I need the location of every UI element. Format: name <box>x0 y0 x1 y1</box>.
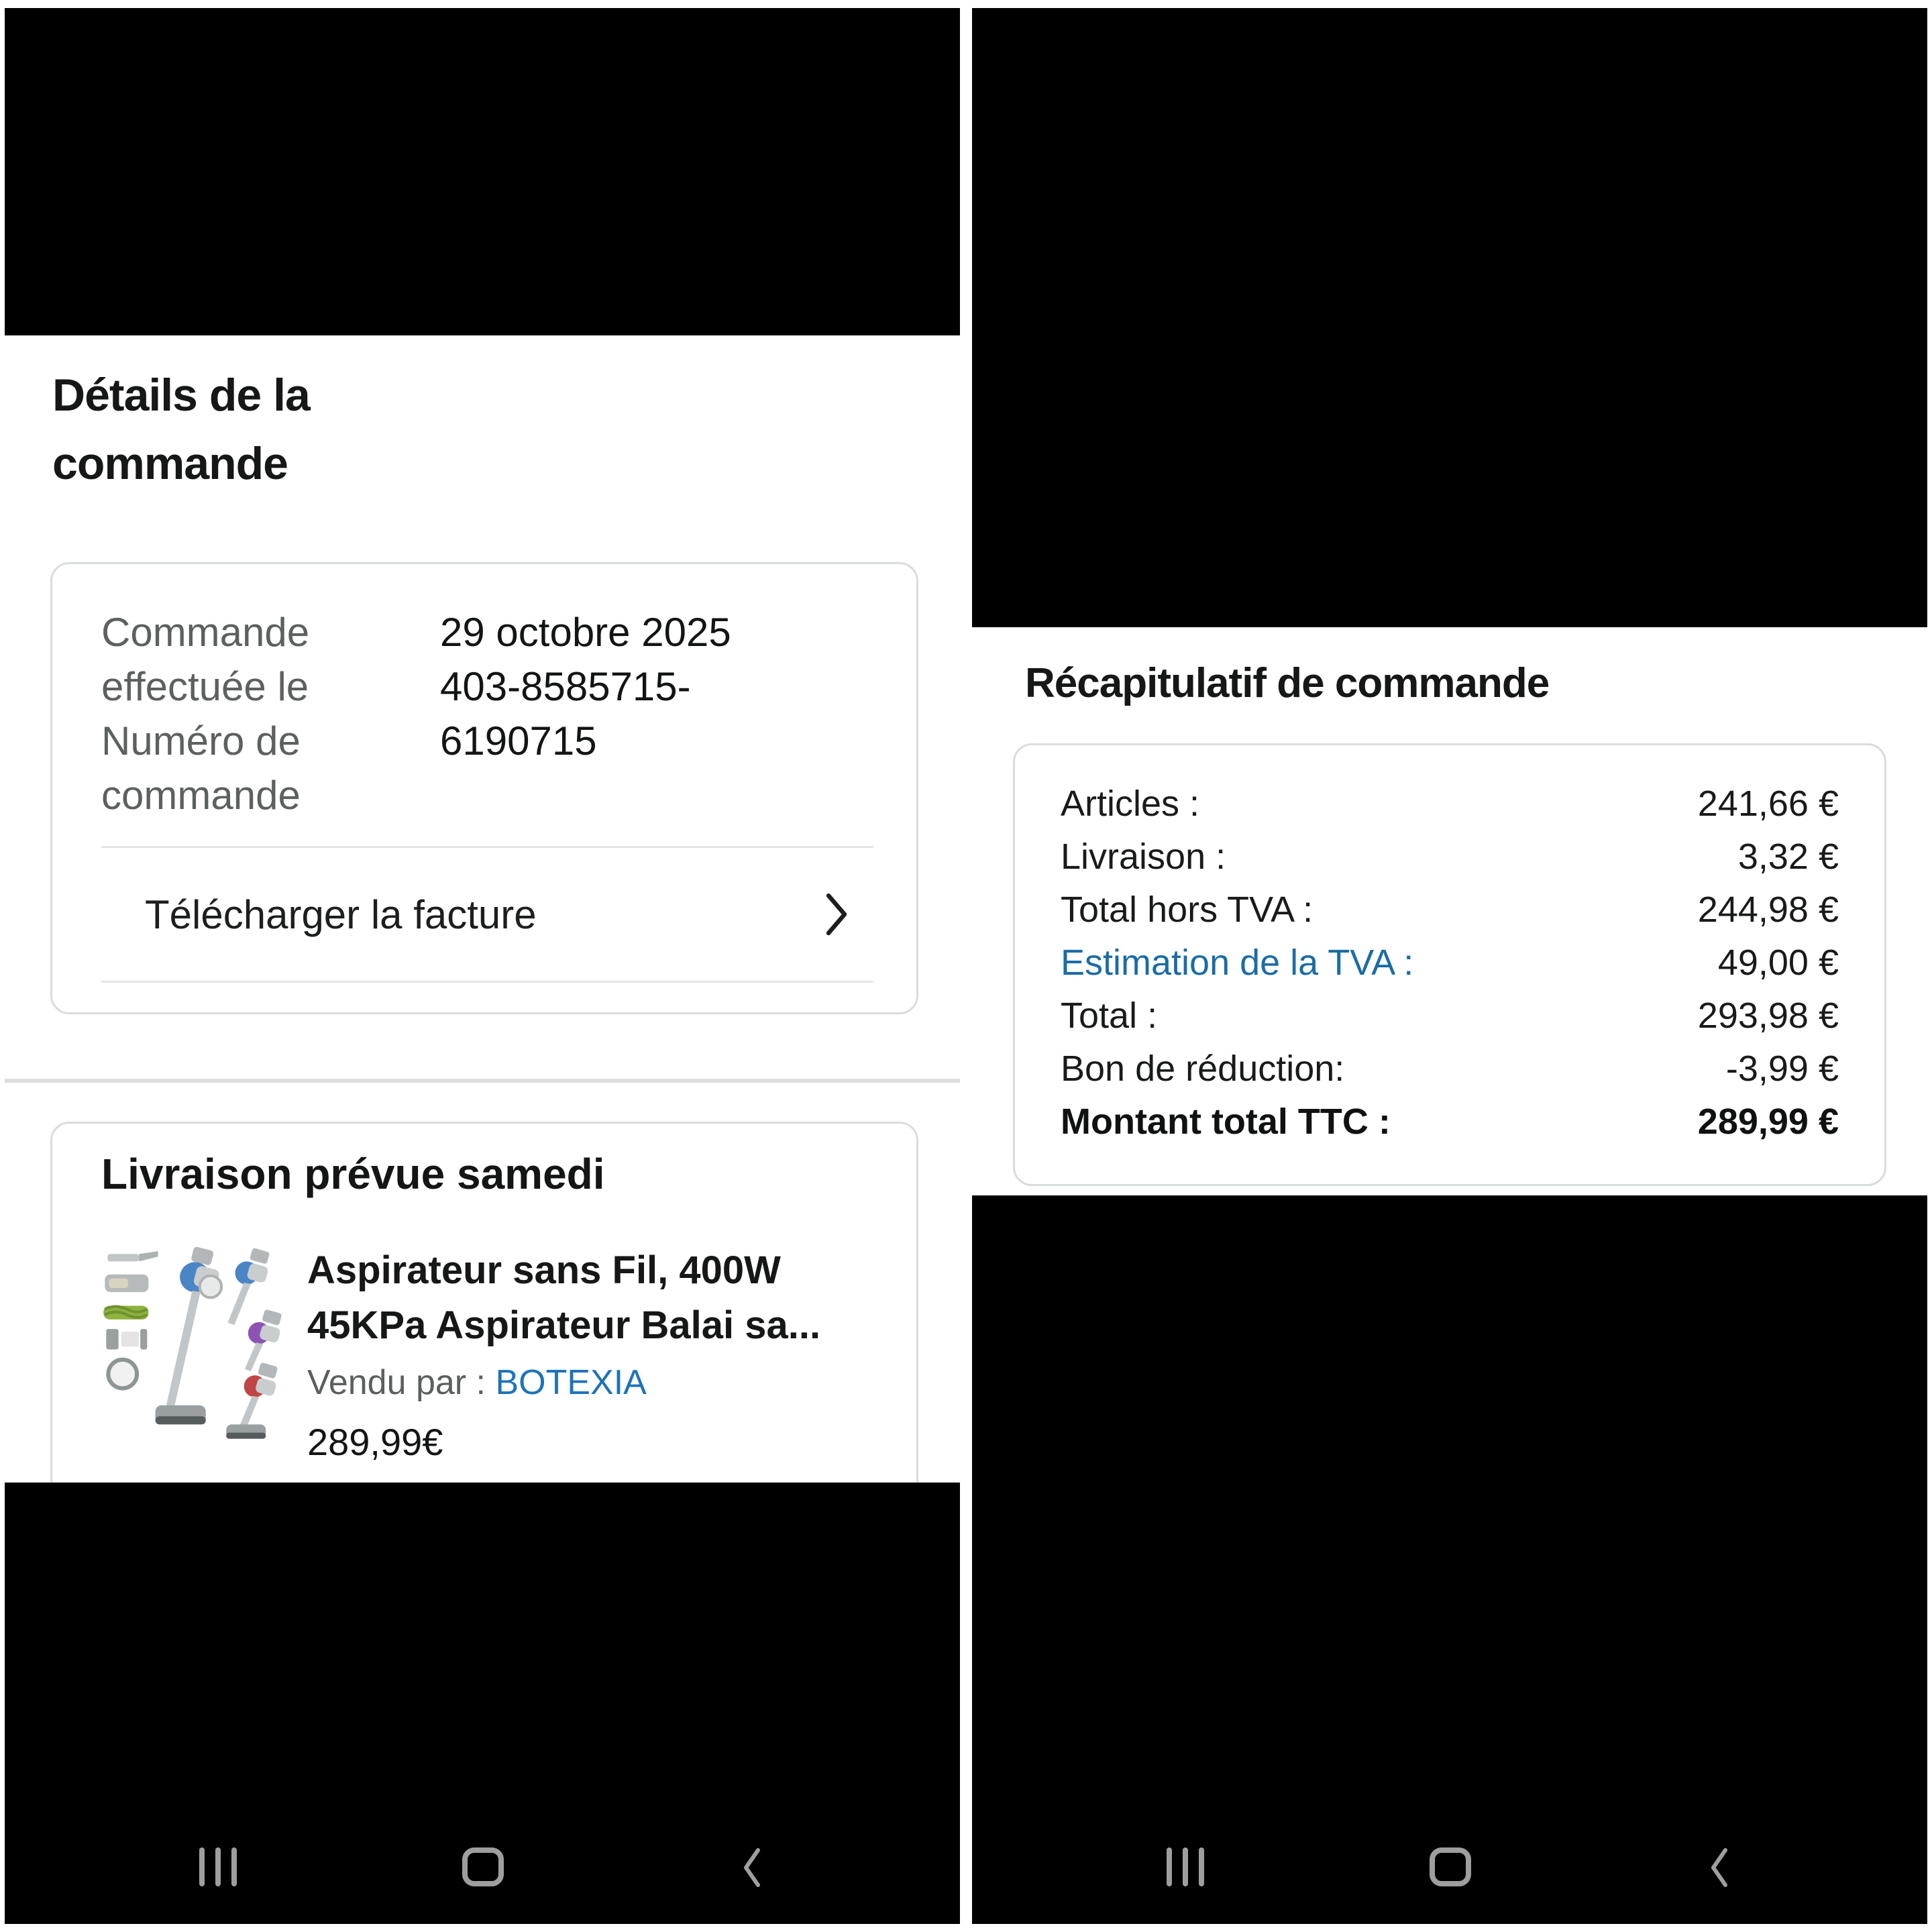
order-details-content: Détails de la commande Commande effectué… <box>5 335 960 1483</box>
android-navbar <box>972 1838 1927 1912</box>
sold-by-row: Vendu par : BOTEXIA <box>307 1362 911 1403</box>
product-title-line1[interactable]: Aspirateur sans Fil, 400W <box>307 1248 781 1292</box>
stick-vacuum-purple-small <box>244 1309 282 1372</box>
home-icon[interactable] <box>1430 1847 1471 1886</box>
recents-icon[interactable] <box>1167 1847 1204 1886</box>
summary-row-articles: Articles : 241,66 € <box>1061 783 1839 836</box>
summary-row-estimation-tva: Estimation de la TVA : 49,00 € <box>1061 942 1839 995</box>
row-value: -3,99 € <box>1725 1049 1839 1089</box>
row-label: Livraison : <box>1061 837 1226 877</box>
summary-row-total-hors-tva: Total hors TVA : 244,98 € <box>1061 889 1839 942</box>
divider <box>101 846 873 848</box>
page-title: Détails de la commande <box>52 370 311 489</box>
download-invoice-label: Télécharger la facture <box>145 892 537 937</box>
order-summary-screen: Récapitulatif de commande Articles : 241… <box>972 8 1927 1924</box>
row-value: 244,98 € <box>1697 890 1839 930</box>
delivery-heading: Livraison prévue samedi <box>101 1150 605 1198</box>
recents-icon[interactable] <box>199 1847 237 1886</box>
back-icon[interactable] <box>733 1847 770 1888</box>
stick-vacuum-blue-small <box>227 1248 270 1325</box>
product-title-line2[interactable]: 45KPa Aspirateur Balai sa... <box>307 1303 821 1347</box>
row-label: Articles : <box>1061 784 1200 824</box>
sold-by-label: Vendu par <box>307 1363 467 1402</box>
row-value: 241,66 € <box>1697 784 1839 824</box>
vacuum-accessories <box>103 1251 158 1391</box>
summary-title: Récapitulatif de commande <box>1025 660 1550 706</box>
row-label: Total : <box>1061 996 1158 1036</box>
order-number-value: 403-8585715-6190715 <box>440 664 691 763</box>
summary-row-total: Total : 293,98 € <box>1061 995 1839 1048</box>
order-summary-card: Articles : 241,66 € Livraison : 3,32 € T… <box>1013 743 1886 1186</box>
home-icon[interactable] <box>462 1847 504 1886</box>
summary-row-montant-total: Montant total TTC : 289,99 € <box>1061 1101 1839 1154</box>
row-label: Bon de réduction: <box>1061 1049 1345 1089</box>
row-label: Montant total TTC : <box>1061 1102 1391 1142</box>
product-price: 289,99€ <box>307 1421 443 1463</box>
android-navbar <box>5 1838 960 1912</box>
section-divider <box>5 1079 960 1083</box>
order-summary-content: Récapitulatif de commande Articles : 241… <box>972 627 1927 1195</box>
order-number-label: Numéro de commande <box>101 718 301 818</box>
product-info: Aspirateur sans Fil, 400W 45KPa Aspirate… <box>307 1243 911 1464</box>
chevron-right-icon <box>826 893 847 936</box>
order-date-label: Commande effectuée le <box>101 610 310 709</box>
stick-vacuum-red-small <box>226 1362 278 1439</box>
order-info-values: 29 octobre 2025 403-8585715-6190715 <box>440 605 829 822</box>
product-image[interactable] <box>93 1244 297 1449</box>
order-info-labels: Commande effectuée le Numéro de commande <box>101 605 440 822</box>
sold-by-separator: : <box>466 1363 496 1402</box>
divider <box>101 981 873 983</box>
order-info-card: Commande effectuée le Numéro de commande… <box>50 562 918 1014</box>
row-value: 293,98 € <box>1697 996 1839 1036</box>
row-value: 49,00 € <box>1717 943 1839 983</box>
order-date-value: 29 octobre 2025 <box>440 610 731 655</box>
summary-row-bon-reduction: Bon de réduction: -3,99 € <box>1061 1048 1839 1101</box>
back-icon[interactable] <box>1700 1847 1737 1888</box>
row-value: 289,99 € <box>1697 1102 1839 1142</box>
row-value: 3,32 € <box>1737 837 1839 877</box>
tva-estimation-link[interactable]: Estimation de la TVA : <box>1061 943 1414 983</box>
seller-link[interactable]: BOTEXIA <box>495 1363 647 1402</box>
stick-vacuum-main <box>155 1246 223 1425</box>
download-invoice-row[interactable]: Télécharger la facture <box>52 848 916 981</box>
row-label: Total hors TVA : <box>1061 890 1313 930</box>
summary-row-livraison: Livraison : 3,32 € <box>1061 836 1839 889</box>
delivery-card: Livraison prévue samedi <box>50 1122 918 1483</box>
order-details-screen: Détails de la commande Commande effectué… <box>5 8 960 1924</box>
